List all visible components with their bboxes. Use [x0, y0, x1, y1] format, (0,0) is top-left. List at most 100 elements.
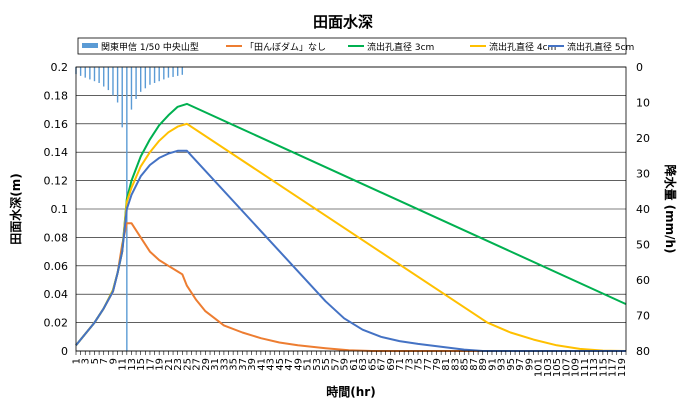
x-tick-label: 107	[561, 358, 572, 377]
legend-swatch	[82, 43, 98, 48]
x-tick-label: 69	[386, 358, 397, 371]
rainfall-bar	[181, 67, 184, 75]
y-tick-label: 0.16	[44, 118, 69, 131]
x-tick-label: 57	[330, 358, 341, 371]
legend-items: 関東甲信 1/50 中央山型 「田んぼダム」なし 流出孔直径 3cm 流出孔直径 4c…	[82, 41, 634, 53]
series-line	[75, 222, 626, 352]
y-tick-label: 0.06	[44, 260, 69, 273]
series-line	[75, 149, 626, 352]
chart-title: 田面水深	[313, 13, 373, 31]
x-tick-label: 93	[497, 358, 508, 371]
x-tick-label: 101	[534, 358, 545, 377]
x-tick-label: 31	[210, 358, 221, 371]
x-tick-label: 99	[524, 358, 535, 371]
y-tick-label: 0.12	[44, 175, 69, 188]
rainfall-bar	[144, 67, 147, 89]
x-tick-label: 95	[506, 358, 517, 371]
x-tick-label: 35	[229, 358, 240, 371]
y2-tick-label: 20	[636, 132, 650, 145]
y2-tick-label: 80	[636, 345, 650, 358]
x-tick-label: 5	[90, 358, 101, 364]
y-tick-label: 0.04	[44, 288, 69, 301]
legend-label: 「田んぼダム」なし	[245, 41, 326, 53]
rainfall-bar	[116, 67, 119, 103]
rainfall-bar	[130, 67, 133, 110]
x-tick-label: 111	[580, 358, 591, 377]
legend-label: 関東甲信 1/50 中央山型	[101, 41, 199, 53]
x-tick-label: 19	[155, 358, 166, 371]
x-axis-label: 時間(hr)	[326, 384, 375, 399]
y-tick-label: 0.02	[44, 317, 69, 330]
legend-label: 流出孔直径 3cm	[367, 41, 434, 53]
x-tick-label: 11	[118, 358, 129, 371]
y2-axis-ticks: 0 10 20 30 40 50 60 70 80	[636, 61, 650, 358]
y2-tick-label: 50	[636, 239, 650, 252]
rainfall-bar	[140, 67, 142, 92]
rainfall-bar	[153, 67, 156, 83]
x-tick-label: 45	[275, 358, 286, 371]
x-tick-label: 21	[164, 358, 175, 371]
y2-axis-label: 降水量 (mm/h)	[663, 164, 678, 253]
x-tick-label: 63	[358, 358, 369, 371]
rainfall-bar	[149, 67, 151, 85]
x-tick-label: 3	[81, 358, 92, 364]
rainfall-bar	[112, 67, 114, 96]
x-tick-label: 65	[367, 358, 378, 371]
x-tick-label: 83	[450, 358, 461, 371]
x-tick-label: 41	[256, 358, 267, 371]
x-tick-label: 85	[460, 358, 471, 371]
x-tick-label: 115	[598, 358, 609, 377]
x-tick-label: 51	[303, 358, 314, 371]
rainfall-bar	[172, 67, 174, 77]
x-tick-label: 61	[349, 358, 360, 371]
legend-label: 流出孔直径 5cm	[567, 41, 634, 53]
y-tick-label: 0.08	[44, 231, 69, 244]
x-tick-label: 33	[219, 358, 230, 371]
y-axis-ticks: 0 0.02 0.04 0.06 0.08 0.1 0.12 0.14 0.16 0.18 0.2	[44, 61, 69, 358]
x-tick-label: 7	[99, 358, 110, 364]
y-tick-label: 0.18	[44, 89, 69, 102]
rainfall-bar	[163, 67, 165, 80]
x-tick-label: 77	[423, 358, 434, 371]
x-tick-label: 37	[238, 358, 249, 371]
x-tick-label: 15	[136, 358, 147, 371]
rainfall-bar	[98, 67, 100, 83]
rainfall-bar	[79, 67, 82, 76]
x-axis-ticks: 1357911131517192123252729313335373941434…	[72, 351, 628, 377]
x-tick-label: 119	[617, 358, 628, 377]
legend-label: 流出孔直径 4cm	[489, 41, 556, 53]
plot-frame	[75, 66, 627, 352]
x-tick-label: 79	[432, 358, 443, 371]
x-tick-label: 75	[414, 358, 425, 371]
rainfall-bar	[176, 67, 179, 76]
line-series	[75, 102, 627, 352]
y-axis-label: 田面水深(m)	[8, 173, 23, 244]
y2-tick-label: 70	[636, 310, 650, 323]
x-tick-label: 97	[515, 358, 526, 371]
y-tick-label: 0.14	[44, 146, 69, 159]
rainfall-bar	[103, 67, 105, 87]
y2-tick-label: 40	[636, 203, 650, 216]
x-tick-label: 67	[377, 358, 388, 371]
x-tick-label: 103	[543, 358, 554, 377]
x-tick-label: 59	[340, 358, 351, 371]
rainfall-bar	[89, 67, 91, 80]
x-tick-label: 105	[552, 358, 563, 377]
x-tick-label: 87	[469, 358, 480, 371]
x-tick-label: 25	[182, 358, 193, 371]
legend: 関東甲信 1/50 中央山型 「田んぼダム」なし 流出孔直径 3cm 流出孔直径 4c…	[77, 37, 634, 55]
x-tick-label: 73	[404, 358, 415, 371]
x-tick-label: 27	[192, 358, 203, 371]
rainfall-bar	[84, 67, 86, 78]
y-tick-label: 0.1	[51, 203, 69, 216]
y-tick-label: 0.2	[51, 61, 69, 74]
y2-tick-label: 10	[636, 97, 650, 110]
x-tick-label: 23	[173, 358, 184, 371]
x-tick-label: 55	[321, 358, 332, 371]
x-tick-label: 89	[478, 358, 489, 371]
grid	[76, 66, 626, 352]
y2-tick-label: 30	[636, 168, 650, 181]
rainfall-bar	[93, 67, 96, 82]
x-tick-label: 113	[589, 358, 600, 377]
